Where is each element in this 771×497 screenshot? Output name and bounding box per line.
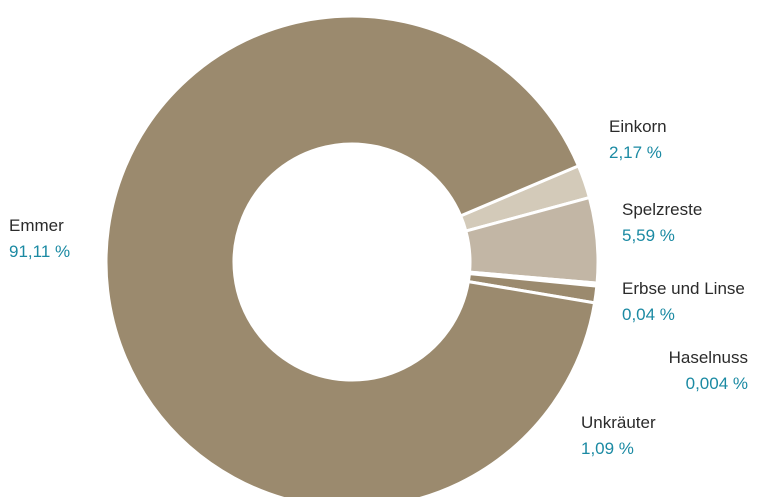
label-unkraeuter-name: Unkräuter [581, 413, 656, 432]
label-erbse-und-linse-name: Erbse und Linse [622, 279, 745, 298]
label-spelzreste: Spelzreste 5,59 % [622, 201, 702, 244]
label-emmer-value: 91,11 % [9, 242, 71, 261]
label-emmer-name: Emmer [9, 216, 64, 235]
label-unkraeuter: Unkräuter 1,09 % [581, 414, 656, 457]
label-haselnuss: Haselnuss 0,004 % [669, 349, 748, 392]
label-einkorn-name: Einkorn [609, 117, 667, 136]
slices-group [104, 14, 600, 497]
label-einkorn: Einkorn 2,17 % [609, 118, 667, 161]
label-haselnuss-value: 0,004 % [685, 374, 748, 393]
label-spelzreste-name: Spelzreste [622, 200, 703, 219]
label-einkorn-value: 2,17 % [609, 143, 662, 162]
label-spelzreste-value: 5,59 % [622, 226, 675, 245]
label-unkraeuter-value: 1,09 % [581, 439, 634, 458]
label-emmer: Emmer 91,11 % [9, 217, 70, 260]
label-erbse-und-linse-value: 0,04 % [622, 305, 675, 324]
slice-emmer [104, 14, 597, 497]
label-erbse-und-linse: Erbse und Linse 0,04 % [622, 280, 745, 323]
label-haselnuss-name: Haselnuss [668, 348, 748, 367]
